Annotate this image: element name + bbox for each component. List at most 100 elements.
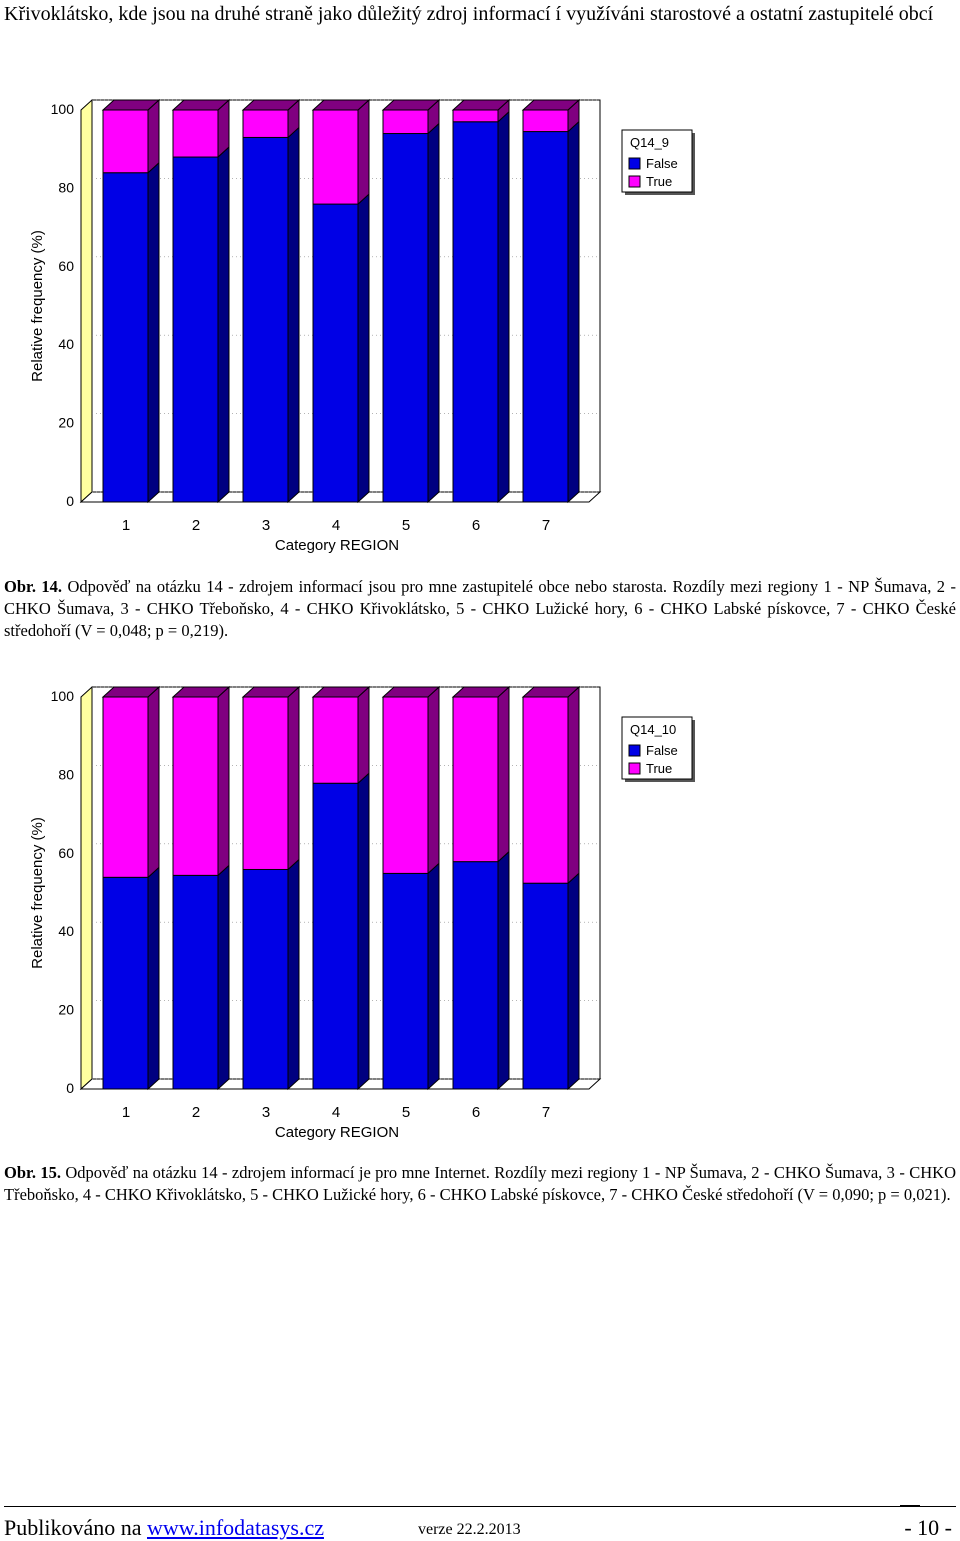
footer-divider-tab [900,1505,920,1506]
bar-true-side [357,685,370,785]
x-tick-label: 7 [542,517,550,534]
y-tick-label: 80 [58,766,74,782]
x-tick-label: 5 [402,517,410,534]
bar-top [101,686,161,698]
bar-true [102,696,149,878]
bar-false-side [567,872,580,1091]
chart-q14-9: 0 20 40 60 80 100 Relative frequency (%) 1 2 3 4 5 6… [0,88,960,558]
bar-top [241,686,301,698]
x-tick-label: 2 [192,517,200,534]
y-axis-label: Relative frequency (%) [29,817,46,969]
footer-version: verze 22.2.2013 [418,1521,521,1538]
caption-label: Obr. 15. [4,1163,61,1182]
caption-label: Obr. 14. [4,577,63,596]
legend-title: Q14_10 [630,722,676,737]
bar-false [452,861,499,1090]
bar-true-side [147,98,160,174]
chart-q14-9-svg: 0 20 40 60 80 100 Relative frequency (%) 1 2 3 4 5 6… [29,98,695,554]
bar-false [172,874,219,1090]
x-tick-label: 1 [122,517,130,534]
bar-true-side [147,685,160,879]
bar-true [312,109,359,205]
bar-true [522,696,569,884]
bar-true-side [427,685,440,875]
x-tick-label: 3 [262,1104,270,1121]
chart-q14-10: 0 20 40 60 80 100 Relative frequency (%) 1 2 3 4 5 6… [0,675,960,1145]
bar-false [102,876,149,1090]
bar-false [172,156,219,503]
bar-false-side [217,145,230,504]
legend-label-true: True [646,174,672,189]
y-tick-label: 60 [58,845,74,861]
bar-false [522,882,569,1090]
caption-text: Odpověď na otázku 14 - zdrojem informací… [4,1163,956,1204]
x-tick-label: 4 [332,517,340,534]
bar-false [312,782,359,1090]
x-axis-label: Category REGION [275,537,399,554]
bar-top [241,99,301,111]
bar-false [452,121,499,503]
bar-true-side [497,685,510,863]
y-tick-label: 100 [51,688,75,704]
bar-true [172,696,219,876]
bar-top [521,99,581,111]
legend-title: Q14_9 [630,135,669,150]
bar-true [312,696,359,784]
caption-obr-14: Obr. 14. Odpověď na otázku 14 - zdrojem … [4,576,956,642]
bar-false-side [497,110,510,504]
bar-top [381,99,441,111]
chart-q14-10-svg: 0 20 40 60 80 100 Relative frequency (%) 1 2 3 4 5 6… [29,685,695,1141]
bar-true-side [567,685,580,885]
bar-top [311,686,371,698]
footer-link[interactable]: www.infodatasys.cz [147,1515,324,1540]
bar-top [311,99,371,111]
x-tick-label: 6 [472,517,480,534]
legend-swatch-false [628,157,641,170]
bar-false-side [497,850,510,1091]
bar-false [242,868,289,1090]
x-axis-label: Category REGION [275,1124,399,1141]
caption-obr-15: Obr. 15. Odpověď na otázku 14 - zdrojem … [4,1162,956,1206]
bar-true [242,109,289,138]
bar-false-side [287,858,300,1091]
x-tick-label: 6 [472,1104,480,1121]
y-tick-label: 0 [66,1080,74,1096]
legend-swatch-true [628,175,641,188]
bar-true [382,696,429,874]
bar-true [452,109,499,123]
page-number: - 10 - [904,1515,952,1540]
y-tick-label: 20 [58,1002,74,1018]
bar-top [451,686,511,698]
legend-label-false: False [646,156,678,171]
bar-false [312,203,359,503]
y-tick-label: 20 [58,415,74,431]
y-tick-label: 60 [58,258,74,274]
bar-false-side [147,866,160,1091]
bar-top [171,99,231,111]
bar-true [382,109,429,135]
bar-false-side [567,120,580,504]
bar-true-side [357,98,370,206]
bar-false [382,872,429,1090]
footer-published: Publikováno na www.infodatasys.cz [4,1515,324,1541]
legend-label-false: False [646,743,678,758]
y-tick-label: 80 [58,179,74,195]
legend-swatch-true [628,762,641,775]
bar-false-side [287,126,300,504]
bar-top [381,686,441,698]
bar-top [451,99,511,111]
legend-label-true: True [646,761,672,776]
bar-false-side [357,772,370,1091]
bar-false-side [217,864,230,1091]
page-footer: Publikováno na www.infodatasys.cz verze … [4,1505,956,1541]
bar-top [171,686,231,698]
y-tick-label: 40 [58,336,74,352]
y-axis-label: Relative frequency (%) [29,230,46,382]
bar-true [522,109,569,133]
legend-swatch-false [628,744,641,757]
bar-false-side [427,122,440,504]
bar-true-side [217,685,230,877]
bar-true [242,696,289,870]
y-tick-label: 100 [51,101,75,117]
x-tick-label: 2 [192,1104,200,1121]
